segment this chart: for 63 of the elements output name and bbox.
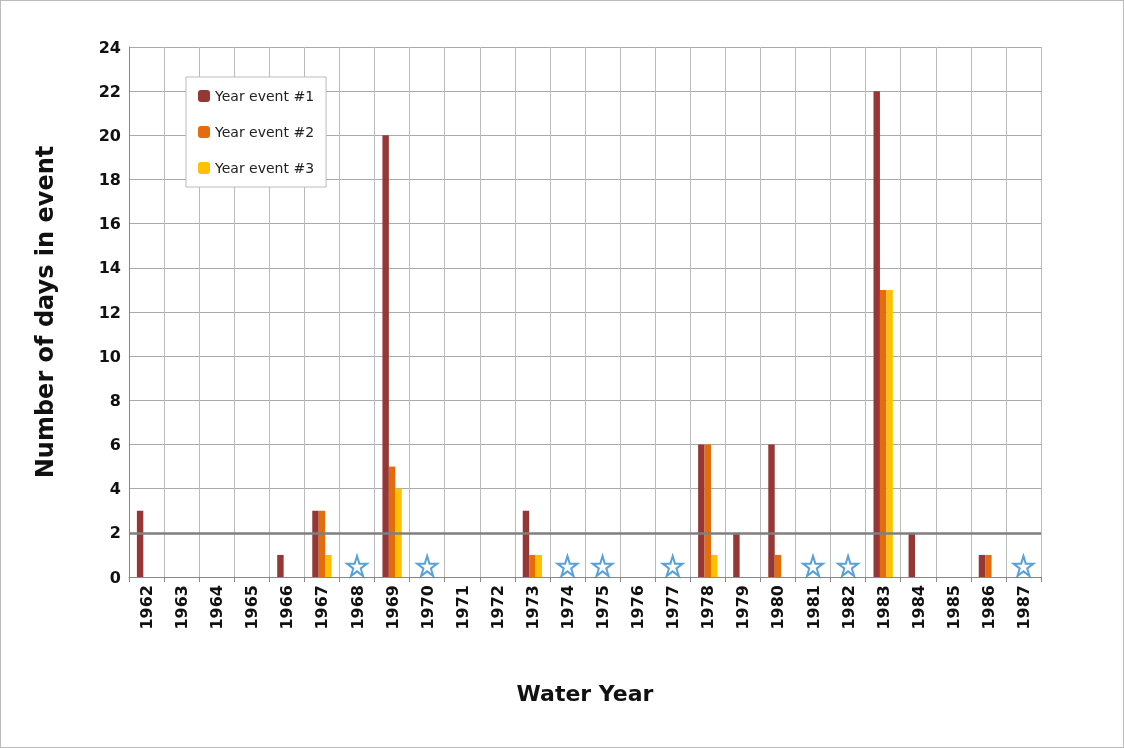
y-tick-label: 2 [109,523,121,543]
y-axis-title: Number of days in event [31,145,59,479]
x-tick-label: 1965 [242,585,262,630]
x-tick-label: 1963 [172,585,192,630]
x-tick-label: 1974 [557,585,577,630]
x-tick-label: 1967 [312,585,332,630]
x-tick-label: 1968 [347,585,367,630]
legend-label: Year event #2 [214,124,315,140]
bar [704,444,711,577]
x-tick-label: 1981 [803,585,823,630]
bar [382,135,389,577]
y-tick-label: 12 [98,302,121,322]
x-tick-label: 1979 [733,585,753,630]
y-tick-label: 4 [109,479,121,499]
x-tick-label: 1980 [768,585,788,630]
bar [985,554,992,577]
x-tick-label: 1971 [452,585,472,630]
bar [879,289,887,577]
y-tick-label: 24 [98,37,121,57]
bar [312,510,319,577]
y-tick-label: 22 [98,81,121,101]
bar [277,554,284,577]
bar [388,466,396,577]
x-tick-label: 1982 [838,585,858,630]
x-tick-label: 1970 [417,585,437,630]
x-tick-label: 1975 [593,585,613,630]
x-tick-label: 1973 [522,585,542,630]
y-tick-label: 20 [98,125,121,145]
bar [698,444,705,577]
y-tick-label: 0 [109,567,121,587]
bar [529,554,536,577]
y-tick-label: 10 [98,346,121,366]
x-tick-label: 1987 [1013,585,1033,630]
legend-label: Year event #1 [214,88,315,104]
x-axis-title: Water Year [516,680,654,706]
y-tick-label: 14 [98,258,121,278]
bar [886,289,893,577]
x-tick-label: 1985 [943,585,963,630]
x-tick-label: 1969 [382,585,402,630]
x-tick-label: 1983 [873,585,893,630]
bar [873,91,880,577]
legend-label: Year event #3 [214,160,315,176]
bar [768,444,775,577]
bar [710,554,718,577]
x-tick-label: 1984 [908,585,928,630]
x-tick-label: 1976 [628,585,648,630]
y-tick-label: 6 [109,435,121,454]
y-tick-label: 8 [109,390,121,410]
x-tick-label: 1986 [978,585,998,630]
x-tick-label: 1962 [137,585,157,630]
bar [774,554,782,577]
x-tick-label: 1964 [207,585,227,630]
bar [395,488,402,577]
x-tick-label: 1978 [698,585,718,630]
bar [535,554,543,577]
bar [733,532,740,577]
bar [978,554,986,577]
x-tick-label: 1966 [277,585,297,630]
bar [325,554,332,577]
y-tick-label: 18 [98,170,121,189]
x-tick-label: 1972 [487,585,507,630]
y-tick-label: 16 [98,214,121,234]
x-tick-label: 1977 [663,585,683,630]
